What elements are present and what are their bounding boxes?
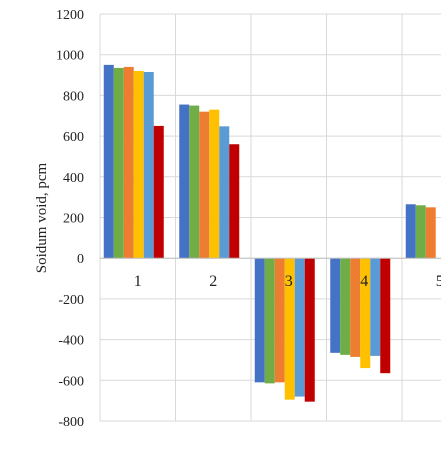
- bar-series-2-cat-2: [189, 105, 200, 259]
- bar-series-3-cat-5: [425, 207, 436, 259]
- x-category-label: 4: [360, 273, 368, 290]
- bar-series-4-cat-2: [209, 109, 220, 259]
- y-tick-label: 1000: [56, 49, 84, 64]
- bar-series-1-cat-3: [254, 258, 265, 383]
- bar-series-3-cat-2: [199, 111, 210, 259]
- y-tick-label: -200: [58, 293, 84, 308]
- x-category-label: 2: [209, 273, 217, 290]
- x-axis: 1 2 3 4 5: [100, 257, 441, 290]
- y-tick-label: 800: [63, 89, 84, 104]
- bar-series-3-cat-4: [350, 258, 361, 357]
- bar-series-5-cat-2: [219, 126, 230, 259]
- bar-series-1-cat-5: [405, 204, 416, 259]
- bar-series-1-cat-2: [179, 104, 190, 259]
- x-category-label: 5: [436, 273, 441, 290]
- bar-series-3-cat-1: [123, 66, 134, 259]
- y-tick-label: -800: [58, 415, 84, 430]
- bar-series-1-cat-1: [103, 64, 114, 259]
- bar-series-5-cat-3: [294, 258, 305, 397]
- bar-series-5-cat-4: [370, 258, 381, 356]
- y-tick-label: 200: [63, 212, 84, 227]
- y-tick-label: -400: [58, 334, 84, 349]
- bars: [103, 64, 436, 402]
- y-axis: 1200 1000 800 600 400 200 0 -200 -400 -600 -800: [56, 8, 84, 430]
- bar-series-4-cat-1: [133, 70, 144, 259]
- bar-series-4-cat-3: [284, 258, 295, 400]
- y-tick-label: 0: [77, 252, 84, 267]
- bar-series-6-cat-1: [153, 125, 164, 259]
- bar-series-2-cat-5: [415, 205, 426, 259]
- y-tick-label: 400: [63, 171, 84, 186]
- bar-series-1-cat-4: [330, 258, 341, 353]
- bar-series-2-cat-4: [340, 258, 351, 355]
- bar-series-6-cat-3: [304, 258, 315, 402]
- bar-series-2-cat-1: [113, 67, 124, 259]
- y-tick-label: 600: [63, 130, 84, 145]
- bar-series-3-cat-3: [274, 258, 285, 383]
- bar-series-4-cat-4: [360, 258, 371, 369]
- bar-series-2-cat-3: [264, 258, 275, 384]
- x-category-label: 1: [134, 273, 142, 290]
- x-category-label: 3: [285, 273, 293, 290]
- y-tick-label: 1200: [56, 8, 84, 23]
- y-axis-label: Soidum void, pcm: [34, 162, 50, 273]
- bar-series-6-cat-4: [380, 258, 391, 374]
- bar-series-5-cat-1: [143, 71, 154, 259]
- y-tick-label: -600: [58, 374, 84, 389]
- bar-series-6-cat-2: [229, 144, 240, 259]
